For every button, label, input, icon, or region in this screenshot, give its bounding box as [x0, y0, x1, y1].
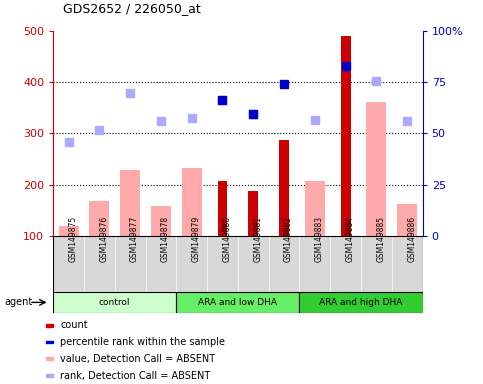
- Text: ARA and high DHA: ARA and high DHA: [319, 298, 403, 307]
- Text: percentile rank within the sample: percentile rank within the sample: [60, 337, 225, 347]
- Bar: [269, 236, 299, 292]
- Text: GSM149878: GSM149878: [161, 216, 170, 262]
- Bar: [53, 292, 176, 313]
- Text: GDS2652 / 226050_at: GDS2652 / 226050_at: [63, 2, 200, 15]
- Text: GSM149881: GSM149881: [253, 216, 262, 262]
- Bar: [46, 324, 53, 326]
- Bar: [53, 236, 84, 292]
- Text: GSM149877: GSM149877: [130, 216, 139, 262]
- Bar: [238, 236, 269, 292]
- Text: GSM149885: GSM149885: [376, 216, 385, 262]
- Bar: [46, 358, 53, 360]
- Bar: [46, 374, 53, 377]
- Text: GSM149876: GSM149876: [99, 216, 108, 262]
- Bar: [299, 292, 423, 313]
- Bar: [299, 236, 330, 292]
- Bar: [145, 236, 176, 292]
- Bar: [151, 206, 171, 236]
- Bar: [392, 236, 423, 292]
- Bar: [58, 226, 79, 236]
- Text: rank, Detection Call = ABSENT: rank, Detection Call = ABSENT: [60, 371, 211, 381]
- Text: GSM149886: GSM149886: [407, 216, 416, 262]
- Bar: [115, 236, 145, 292]
- Text: value, Detection Call = ABSENT: value, Detection Call = ABSENT: [60, 354, 215, 364]
- Text: agent: agent: [5, 297, 33, 308]
- Bar: [120, 170, 140, 236]
- Bar: [248, 191, 258, 236]
- Bar: [176, 292, 299, 313]
- Bar: [279, 140, 289, 236]
- Text: GSM149879: GSM149879: [192, 216, 201, 262]
- Text: GSM149884: GSM149884: [346, 216, 355, 262]
- Bar: [182, 168, 202, 236]
- Text: ARA and low DHA: ARA and low DHA: [199, 298, 277, 307]
- Bar: [176, 236, 207, 292]
- Text: GSM149875: GSM149875: [69, 216, 78, 262]
- Bar: [367, 102, 386, 236]
- Bar: [341, 36, 351, 236]
- Bar: [46, 341, 53, 343]
- Bar: [397, 204, 417, 236]
- Bar: [330, 236, 361, 292]
- Text: control: control: [99, 298, 130, 307]
- Text: GSM149882: GSM149882: [284, 216, 293, 262]
- Bar: [84, 236, 115, 292]
- Text: GSM149883: GSM149883: [315, 216, 324, 262]
- Bar: [89, 201, 109, 236]
- Bar: [305, 181, 325, 236]
- Bar: [207, 236, 238, 292]
- Bar: [361, 236, 392, 292]
- Text: GSM149880: GSM149880: [223, 216, 231, 262]
- Text: count: count: [60, 320, 88, 330]
- Bar: [217, 181, 227, 236]
